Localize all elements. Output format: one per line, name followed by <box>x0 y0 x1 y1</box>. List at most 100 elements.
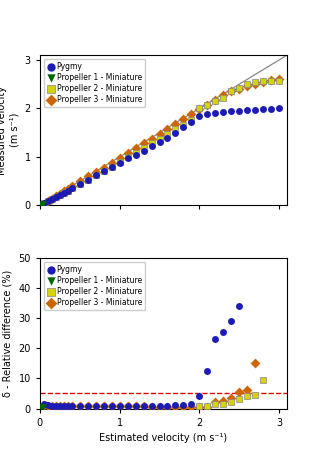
Propeller 2 - Miniature <box>229 88 234 95</box>
Propeller 1 - Miniature <box>41 200 46 207</box>
Propeller 2 - Miniature <box>157 135 162 142</box>
Propeller 3 - Miniature <box>277 76 282 83</box>
Propeller 3 - Miniature <box>85 173 90 180</box>
Propeller 3 - Miniature <box>261 78 266 86</box>
Propeller 3 - Miniature <box>61 403 66 410</box>
Propeller 3 - Miniature <box>53 403 58 410</box>
Y-axis label: δ - Relative difference (%): δ - Relative difference (%) <box>3 270 13 397</box>
Legend: Pygmy, Propeller 1 - Miniature, Propeller 2 - Miniature, Propeller 3 - Miniature: Pygmy, Propeller 1 - Miniature, Propelle… <box>44 59 145 107</box>
Pygmy <box>45 197 50 204</box>
Pygmy <box>85 402 90 409</box>
Pygmy <box>53 403 58 410</box>
Pygmy <box>269 105 274 112</box>
Propeller 2 - Miniature <box>141 145 146 152</box>
Propeller 2 - Miniature <box>69 185 74 192</box>
Pygmy <box>69 403 74 410</box>
Propeller 3 - Miniature <box>93 403 98 410</box>
Pygmy <box>181 123 186 130</box>
Propeller 3 - Miniature <box>157 403 162 410</box>
Propeller 2 - Miniature <box>205 101 210 108</box>
Propeller 3 - Miniature <box>173 403 178 410</box>
Propeller 2 - Miniature <box>85 176 90 184</box>
Propeller 3 - Miniature <box>229 88 234 95</box>
Propeller 3 - Miniature <box>149 135 154 142</box>
Pygmy <box>65 187 70 195</box>
Propeller 3 - Miniature <box>41 401 47 409</box>
Propeller 2 - Miniature <box>229 399 234 406</box>
Propeller 3 - Miniature <box>133 145 138 152</box>
Propeller 3 - Miniature <box>269 77 274 84</box>
Pygmy <box>237 302 242 310</box>
Pygmy <box>229 318 234 325</box>
Propeller 3 - Miniature <box>181 403 186 410</box>
Pygmy <box>41 199 47 207</box>
Propeller 3 - Miniature <box>245 83 250 90</box>
Propeller 3 - Miniature <box>125 403 130 410</box>
Propeller 3 - Miniature <box>205 403 210 410</box>
Propeller 3 - Miniature <box>57 190 63 197</box>
Pygmy <box>141 147 146 154</box>
Pygmy <box>61 403 66 410</box>
Propeller 3 - Miniature <box>237 85 242 92</box>
Pygmy <box>109 402 114 409</box>
Propeller 2 - Miniature <box>53 193 58 201</box>
Propeller 3 - Miniature <box>45 402 50 409</box>
Propeller 3 - Miniature <box>65 403 70 410</box>
Propeller 2 - Miniature <box>213 97 218 105</box>
Propeller 2 - Miniature <box>245 393 250 400</box>
Propeller 3 - Miniature <box>221 91 226 99</box>
Propeller 3 - Miniature <box>165 403 170 410</box>
Pygmy <box>41 400 47 408</box>
Pygmy <box>49 402 54 409</box>
Propeller 2 - Miniature <box>65 187 70 195</box>
Propeller 3 - Miniature <box>165 125 170 133</box>
Pygmy <box>49 195 54 202</box>
Propeller 2 - Miniature <box>197 402 202 409</box>
Propeller 2 - Miniature <box>189 117 194 124</box>
Propeller 2 - Miniature <box>49 195 54 202</box>
Propeller 2 - Miniature <box>277 77 282 84</box>
Propeller 3 - Miniature <box>109 159 114 167</box>
Pygmy <box>221 109 226 116</box>
Propeller 2 - Miniature <box>261 78 266 85</box>
Propeller 3 - Miniature <box>141 403 146 410</box>
Pygmy <box>93 403 98 410</box>
Propeller 3 - Miniature <box>189 403 194 410</box>
Propeller 3 - Miniature <box>173 120 178 128</box>
Pygmy <box>213 110 218 117</box>
Pygmy <box>173 129 178 136</box>
Propeller 3 - Miniature <box>93 168 98 176</box>
Pygmy <box>229 108 234 115</box>
Pygmy <box>125 155 130 162</box>
Propeller 3 - Miniature <box>49 195 54 202</box>
Propeller 3 - Miniature <box>57 403 63 410</box>
Pygmy <box>133 403 138 410</box>
Pygmy <box>181 401 186 408</box>
Pygmy <box>245 106 250 114</box>
Pygmy <box>117 403 122 410</box>
Pygmy <box>149 143 154 150</box>
Propeller 1 - Miniature <box>39 403 44 411</box>
Propeller 3 - Miniature <box>197 403 202 410</box>
Propeller 3 - Miniature <box>125 150 130 157</box>
Pygmy <box>261 106 266 113</box>
Propeller 3 - Miniature <box>85 403 90 410</box>
Propeller 3 - Miniature <box>213 96 218 103</box>
Propeller 3 - Miniature <box>109 403 114 410</box>
Propeller 3 - Miniature <box>101 164 106 171</box>
Pygmy <box>101 168 106 175</box>
Propeller 2 - Miniature <box>253 78 258 85</box>
Propeller 2 - Miniature <box>133 149 138 156</box>
Propeller 3 - Miniature <box>117 403 122 410</box>
Pygmy <box>141 403 146 410</box>
Pygmy <box>157 138 162 146</box>
Pygmy <box>65 403 70 410</box>
Pygmy <box>197 112 202 119</box>
Propeller 2 - Miniature <box>173 126 178 133</box>
Propeller 1 - Miniature <box>41 403 46 411</box>
Propeller 2 - Miniature <box>261 376 266 384</box>
Pygmy <box>109 163 114 170</box>
Propeller 2 - Miniature <box>237 396 242 403</box>
Propeller 2 - Miniature <box>101 168 106 175</box>
Propeller 3 - Miniature <box>197 106 202 113</box>
